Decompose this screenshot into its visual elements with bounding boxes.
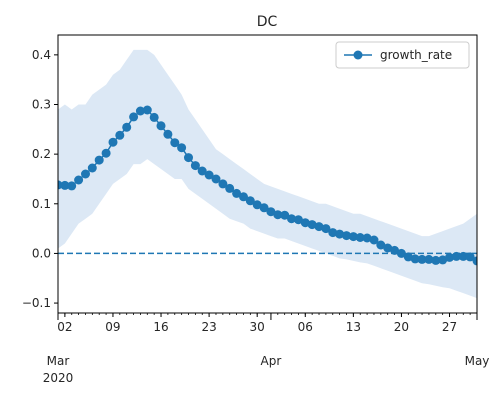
x-week-tick-label: 23 — [201, 320, 216, 334]
x-week-tick-label: 09 — [105, 320, 120, 334]
x-month-tick-label: May — [465, 354, 490, 368]
growth-rate-point — [355, 233, 365, 242]
growth-rate-point — [314, 222, 324, 232]
growth-rate-point — [122, 122, 132, 132]
growth-rate-point — [396, 248, 406, 258]
growth-rate-point — [211, 174, 221, 184]
x-week-tick-label: 13 — [346, 320, 361, 334]
legend: growth_rate — [335, 41, 470, 69]
growth-rate-point — [266, 207, 276, 217]
growth-rate-point — [115, 130, 125, 140]
growth-rate-point — [135, 106, 145, 116]
growth-rate-point — [376, 240, 386, 250]
legend-frame — [335, 41, 470, 69]
legend-label: growth_rate — [380, 48, 452, 62]
growth-rate-point — [252, 200, 262, 210]
x-week-tick-label: 27 — [442, 320, 457, 334]
growth-rate-point — [438, 255, 448, 265]
growth-rate-point — [307, 220, 317, 230]
x-week-tick-label: 30 — [250, 320, 265, 334]
growth-rate-point — [465, 252, 475, 262]
growth-rate-point — [245, 196, 255, 206]
growth-rate-point — [328, 228, 338, 238]
y-tick-label: −0.1 — [22, 296, 51, 310]
y-tick-label: 0.3 — [32, 98, 51, 112]
growth-rate-point — [348, 232, 358, 242]
legend-marker-sample — [353, 50, 363, 60]
growth-rate-point — [184, 153, 193, 163]
growth-rate-point — [149, 112, 159, 122]
growth-rate-point — [451, 251, 461, 261]
growth-rate-point — [424, 254, 434, 264]
growth-rate-point — [156, 121, 166, 131]
growth-rate-point — [458, 251, 468, 261]
growth-rate-point — [472, 256, 477, 266]
growth-rate-point — [369, 235, 379, 245]
growth-rate-point — [431, 255, 441, 265]
y-tick-label: 0.2 — [32, 147, 51, 161]
growth-rate-point — [259, 203, 269, 213]
growth-rate-point — [417, 254, 427, 264]
growth-rate-point — [321, 224, 331, 234]
y-tick-label: 0.1 — [32, 197, 51, 211]
growth-rate-point — [342, 231, 351, 241]
growth-rate-point — [87, 163, 97, 173]
growth-rate-point — [335, 229, 345, 239]
growth-rate-point — [403, 252, 413, 262]
growth-rate-point — [445, 252, 454, 262]
growth-rate-point — [300, 218, 310, 228]
growth-rate-point — [60, 180, 70, 190]
growth-rate-point — [287, 214, 296, 224]
y-tick-label: 0.0 — [32, 246, 51, 260]
growth-rate-point — [225, 183, 235, 193]
growth-rate-point — [170, 138, 180, 148]
growth-rate-point — [94, 155, 104, 165]
growth-rate-point — [232, 188, 242, 198]
growth-rate-point — [273, 210, 283, 220]
growth-rate-point — [129, 112, 139, 122]
x-week-tick-label: 06 — [298, 320, 313, 334]
growth-rate-point — [81, 169, 90, 179]
growth-rate-point — [108, 137, 118, 147]
growth-rate-point — [74, 175, 84, 185]
growth-rate-point — [390, 245, 400, 255]
growth-rate-point — [239, 192, 248, 202]
growth-rate-point — [204, 170, 214, 180]
growth-rate-point — [293, 215, 303, 225]
y-tick-label: 0.4 — [32, 48, 51, 62]
plot-area: −0.1 0.0 0.1 0.2 0.3 0.4 02 09 16 23 30 06 13 20 27 Mar… — [22, 34, 490, 385]
x-week-tick-label: 16 — [153, 320, 168, 334]
growth-rate-point — [362, 233, 372, 243]
growth-rate-point — [280, 210, 290, 220]
growth-rate-point — [142, 105, 152, 115]
growth-rate-point — [101, 148, 111, 158]
growth-rate-point — [218, 179, 228, 189]
growth-rate-point — [67, 181, 77, 191]
axes-frame — [57, 34, 478, 314]
growth-rate-point — [383, 243, 393, 253]
x-month-tick-label: Mar — [47, 354, 70, 368]
x-year-tick-label: 2020 — [43, 371, 74, 385]
x-month-tick-label: Apr — [261, 354, 282, 368]
x-week-tick-label: 02 — [57, 320, 72, 334]
growth-rate-point — [190, 161, 200, 171]
growth-rate-point — [197, 166, 207, 176]
growth-rate-point — [410, 254, 420, 264]
x-week-tick-label: 20 — [394, 320, 409, 334]
growth-rate-point — [177, 143, 187, 153]
growth-rate-point — [163, 129, 173, 139]
chart-title: DC — [257, 14, 278, 30]
